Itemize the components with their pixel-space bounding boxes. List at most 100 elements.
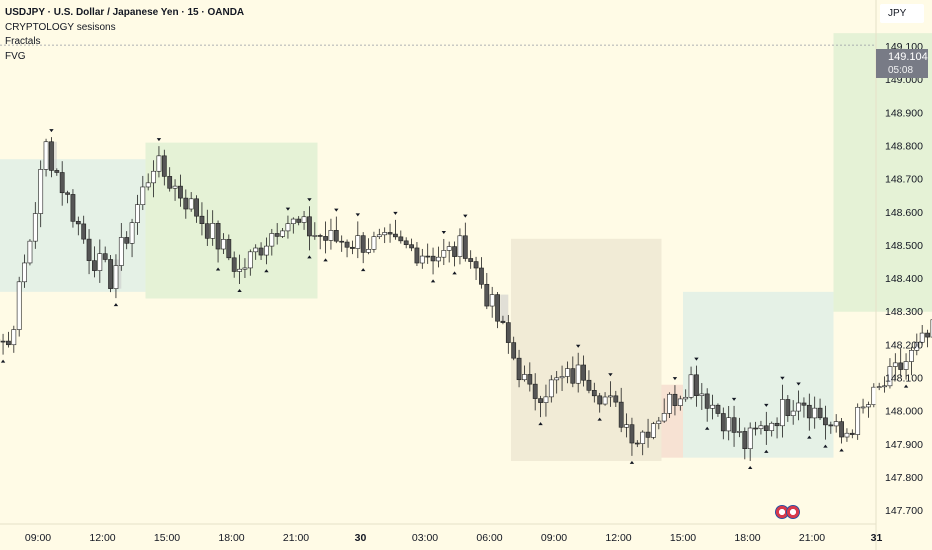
candle-body — [371, 236, 377, 250]
candle-body — [231, 257, 237, 272]
candle-body — [38, 169, 44, 214]
currency-badge[interactable]: JPY — [880, 4, 924, 23]
candle-body — [634, 442, 640, 445]
candle-body — [731, 417, 737, 433]
candle-body — [801, 402, 807, 406]
price-tick-label: 148.100 — [885, 373, 923, 385]
candle-body — [468, 258, 474, 262]
candle-body — [543, 396, 549, 403]
candle-body — [527, 374, 533, 385]
fractal-up-marker — [796, 382, 801, 386]
candle-body — [145, 182, 151, 188]
candle-body — [548, 379, 554, 398]
candle-body — [344, 241, 350, 248]
candle-body — [452, 246, 457, 257]
candle-body — [269, 233, 275, 247]
us-flag-event-icon[interactable] — [786, 505, 800, 519]
candle-body — [645, 431, 651, 438]
candle-body — [172, 185, 178, 189]
candle-body — [742, 431, 748, 450]
candle-body — [489, 294, 495, 307]
candle-body — [656, 420, 662, 424]
session-box — [661, 384, 683, 458]
session-box — [511, 238, 662, 461]
candle-body — [210, 223, 216, 239]
candle-body — [178, 185, 183, 199]
us-flag-event-icon[interactable] — [775, 505, 789, 519]
candle-body — [350, 246, 355, 249]
candle-body — [161, 155, 167, 177]
candle-body — [462, 235, 468, 259]
chart-legend: USDJPY · U.S. Dollar / Japanese Yen · 15… — [5, 6, 244, 64]
candle-body — [683, 396, 689, 400]
indicator-sessions[interactable]: CRYPTOLOGY sesisons — [5, 21, 116, 33]
candle-body — [242, 267, 248, 270]
candle-body — [882, 385, 887, 388]
candle-body — [785, 399, 791, 416]
candle-body — [704, 393, 710, 409]
candle-body — [699, 393, 705, 396]
fractal-down-marker — [747, 465, 753, 469]
candle-body — [581, 364, 586, 381]
time-axis[interactable]: 09:00 12:00 15:00 18:00 21:00 30 03:00 06:00 09:… — [25, 532, 883, 544]
candle-body — [887, 366, 893, 387]
candle-body — [774, 422, 780, 427]
symbol-title[interactable]: USDJPY · U.S. Dollar / Japanese Yen · 15… — [5, 7, 245, 18]
candle-body — [500, 320, 506, 323]
candle-body — [694, 374, 699, 396]
candle-body — [393, 233, 398, 238]
candle-body — [780, 399, 785, 427]
candle-body — [323, 236, 328, 241]
time-tick-label: 15:00 — [154, 532, 180, 544]
indicator-fractals[interactable]: Fractals — [5, 36, 41, 47]
candle-body — [32, 213, 38, 242]
price-tick-label: 147.900 — [885, 439, 923, 451]
candle-body — [274, 233, 280, 237]
candle-body — [575, 364, 581, 384]
time-tick-label: 09:00 — [25, 532, 51, 544]
candle-body — [763, 425, 769, 431]
candle-body — [6, 340, 11, 346]
time-tick-label: 09:00 — [541, 532, 567, 544]
session-box — [833, 33, 932, 312]
last-price-value: 149.104 — [888, 51, 928, 63]
candle-body — [737, 431, 742, 433]
candle-body — [247, 251, 253, 269]
candle-body — [92, 260, 97, 271]
fvg-box — [500, 294, 509, 322]
fractal-down-marker — [113, 303, 119, 307]
candle-body — [554, 377, 560, 381]
candle-body — [796, 402, 801, 412]
candle-body — [597, 395, 603, 405]
candle-body — [22, 262, 27, 283]
time-tick-label: 18:00 — [734, 532, 760, 544]
candle-body — [747, 427, 753, 450]
candle-body — [328, 230, 334, 241]
candle-body — [226, 239, 232, 259]
fractal-down-marker — [237, 288, 242, 292]
candle-body — [817, 407, 823, 419]
candle-body — [436, 256, 441, 262]
fractal-down-marker — [215, 267, 221, 271]
candle-body — [307, 216, 312, 237]
candle-body — [473, 261, 479, 269]
candle-body — [688, 374, 694, 398]
candle-body — [651, 423, 656, 438]
fractal-up-marker — [694, 357, 699, 361]
indicator-fvg[interactable]: FVG — [5, 50, 26, 62]
candle-body — [81, 223, 87, 240]
price-tick-label: 148.800 — [885, 140, 923, 152]
candle-body — [586, 379, 592, 391]
price-tick-label: 148.000 — [885, 406, 923, 418]
candle-body — [930, 319, 932, 338]
candle-body — [806, 404, 812, 419]
candle-body — [167, 176, 173, 189]
candle-body — [70, 194, 76, 222]
candle-body — [419, 255, 425, 264]
fractal-up-marker — [156, 138, 162, 142]
candle-body — [479, 267, 484, 285]
candle-body — [726, 417, 732, 432]
candle-body — [790, 410, 796, 416]
fractal-up-marker — [608, 373, 613, 377]
